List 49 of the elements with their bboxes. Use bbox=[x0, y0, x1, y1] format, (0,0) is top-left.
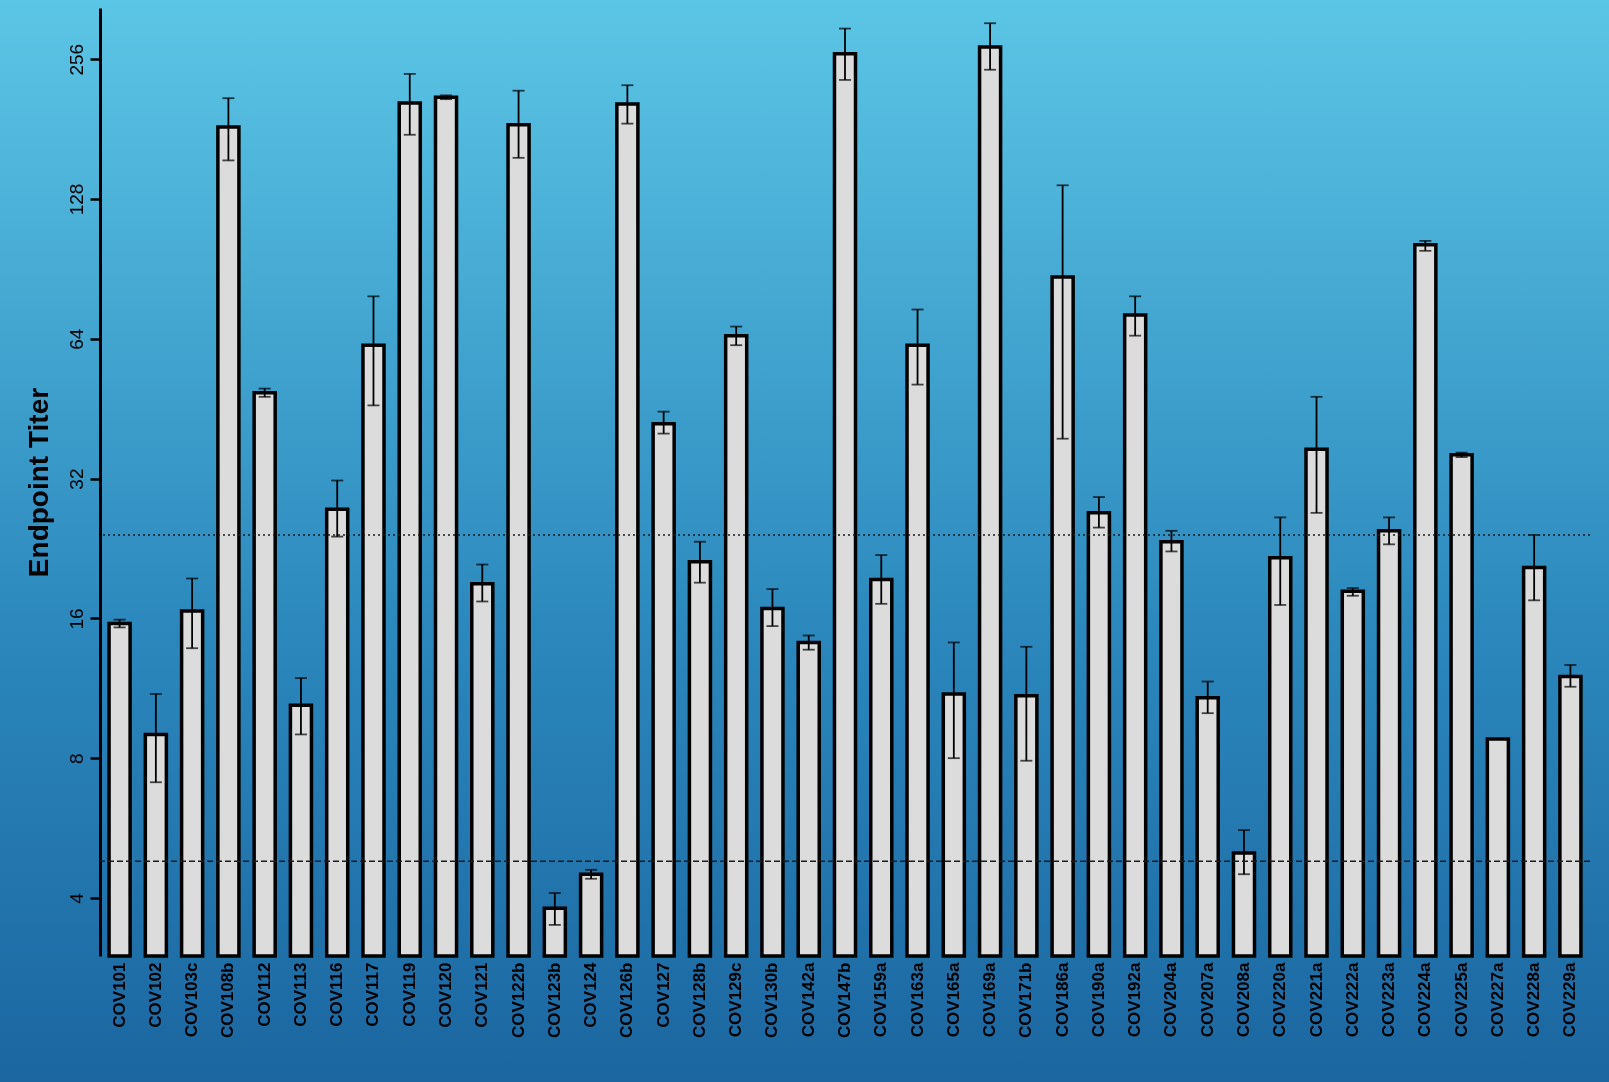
x-tick-label: COV169a bbox=[980, 961, 1000, 1038]
x-tick-label: COV227a bbox=[1487, 961, 1507, 1038]
x-tick-label: COV220a bbox=[1270, 961, 1290, 1038]
x-tick-label: COV123b bbox=[544, 962, 564, 1039]
x-tick-label: COV117 bbox=[363, 962, 383, 1027]
x-tick-label: COV102 bbox=[145, 962, 165, 1028]
x-tick-label: COV120 bbox=[436, 962, 456, 1028]
y-tick-label: 16 bbox=[65, 608, 87, 630]
x-tick-label: COV163a bbox=[907, 961, 927, 1038]
y-tick-label: 128 bbox=[65, 183, 87, 216]
x-tick-label: COV190a bbox=[1088, 961, 1108, 1038]
x-tick-label: COV229a bbox=[1560, 961, 1580, 1038]
x-tick-label: COV228a bbox=[1524, 961, 1544, 1038]
x-tick-label: COV165a bbox=[943, 961, 963, 1038]
x-tick-label: COV124 bbox=[581, 961, 601, 1028]
x-tick-label: COV116 bbox=[327, 962, 347, 1027]
x-tick-label: COV121 bbox=[472, 962, 492, 1028]
x-tick-label: COV112 bbox=[254, 962, 274, 1027]
y-tick-label: 256 bbox=[65, 43, 87, 76]
x-tick-label: COV147b bbox=[835, 962, 854, 1039]
x-tick-label: COV119 bbox=[399, 962, 419, 1027]
y-tick-label: 64 bbox=[65, 328, 87, 350]
x-tick-label: COV113 bbox=[290, 962, 310, 1027]
x-tick-label: COV108b bbox=[218, 962, 238, 1039]
x-tick-label: COV130b bbox=[762, 962, 782, 1039]
x-tick-label: COV223a bbox=[1379, 961, 1399, 1038]
x-tick-label: COV126b bbox=[617, 962, 637, 1039]
x-tick-label: COV103c bbox=[182, 962, 202, 1038]
x-tick-label: COV221a bbox=[1306, 961, 1326, 1038]
x-tick-label: COV207a bbox=[1197, 961, 1217, 1038]
y-tick-label: 32 bbox=[65, 468, 87, 490]
x-tick-label: COV171b bbox=[1016, 962, 1036, 1039]
y-axis-title: Endpoint Titer bbox=[22, 387, 54, 578]
x-tick-label: COV122b bbox=[508, 962, 528, 1039]
y-tick-label: 4 bbox=[65, 892, 87, 904]
y-tick-label: 8 bbox=[65, 753, 87, 764]
x-tick-label: COV192a bbox=[1125, 961, 1145, 1038]
x-tick-label: COV159a bbox=[871, 961, 891, 1038]
x-tick-label: COV101 bbox=[109, 962, 129, 1028]
x-tick-label: COV127 bbox=[653, 962, 673, 1028]
x-tick-label: COV128b bbox=[689, 962, 709, 1039]
x-tick-label: COV129c bbox=[726, 962, 746, 1038]
x-tick-label: COV186a bbox=[1052, 961, 1072, 1038]
x-tick-label: COV222a bbox=[1342, 961, 1362, 1038]
x-tick-label: COV224a bbox=[1415, 961, 1435, 1038]
x-tick-label: COV204a bbox=[1161, 961, 1181, 1038]
x-tick-label: COV142a bbox=[798, 961, 818, 1038]
x-tick-label: COV208a bbox=[1233, 961, 1253, 1038]
x-tick-label: COV225a bbox=[1451, 961, 1471, 1038]
